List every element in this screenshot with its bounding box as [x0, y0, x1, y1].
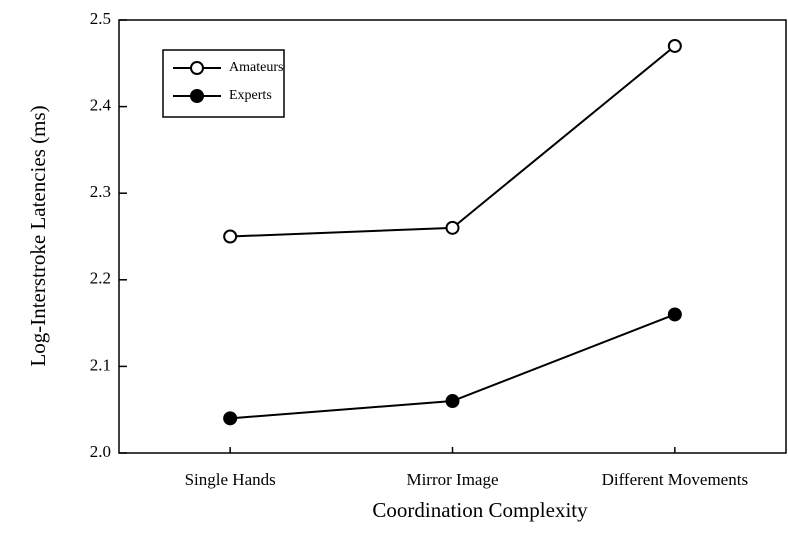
- data-point: [445, 220, 460, 235]
- y-tick-label: 2.3: [90, 182, 111, 201]
- data-point: [667, 38, 682, 53]
- series-line: [230, 45, 676, 238]
- data-point: [667, 307, 682, 322]
- legend-marker: [190, 61, 204, 75]
- y-tick-label: 2.5: [90, 9, 111, 28]
- data-point: [445, 394, 460, 409]
- y-tick-label: 2.2: [90, 269, 111, 288]
- y-tick-label: 2.0: [90, 442, 111, 461]
- y-tick-label: 2.1: [90, 355, 111, 374]
- data-point: [223, 411, 238, 426]
- legend-box: [162, 49, 285, 118]
- x-axis-title: Coordination Complexity: [372, 498, 588, 522]
- x-tick-label: Single Hands: [185, 470, 276, 489]
- legend-label: Amateurs: [229, 60, 283, 75]
- x-tick-label: Mirror Image: [406, 470, 498, 489]
- x-tick-label: Different Movements: [602, 470, 749, 489]
- legend-marker: [190, 89, 204, 103]
- y-axis-title: Log-Interstroke Latencies (ms): [26, 105, 50, 366]
- data-point: [223, 229, 238, 244]
- legend-label: Experts: [229, 88, 272, 103]
- y-tick-label: 2.4: [90, 96, 112, 115]
